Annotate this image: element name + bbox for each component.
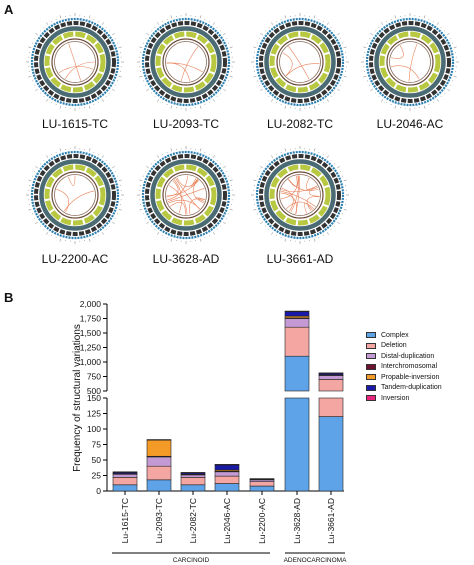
chart-legend: Complex Deletion Distal-duplication Interch…: [366, 330, 442, 404]
panel-b-letter: B: [4, 290, 14, 305]
bar-segment: [249, 481, 275, 487]
bar-segment: [146, 465, 172, 481]
legend-item: Deletion: [366, 341, 442, 352]
circos-plot: [26, 13, 124, 111]
legend-swatch: [366, 353, 376, 360]
legend-item: Inversion: [366, 393, 442, 404]
bar-segment: [112, 473, 138, 478]
axis-break-gap: [317, 394, 345, 395]
bar-segment: [180, 472, 206, 474]
circos-sample-label: LU-3661-AD: [266, 252, 334, 266]
bar-segment: [318, 397, 344, 417]
legend-swatch: [366, 332, 376, 339]
bar-segment: [284, 318, 310, 328]
bar-segment: [180, 474, 206, 478]
x-tick-label: Lu-2200-AC: [257, 498, 267, 544]
circos-sample-label: LU-2200-AC: [41, 252, 109, 266]
bar-segment: [318, 416, 344, 492]
bar-segment: [180, 484, 206, 492]
bar-segment: [284, 310, 310, 312]
circos-sample-label: LU-2082-TC: [266, 117, 334, 131]
legend-label: Inversion: [381, 394, 410, 402]
legend-label: Deletion: [381, 342, 407, 350]
bar-segment: [146, 439, 172, 441]
x-tick-label: Lu-1615-TC: [120, 498, 130, 543]
bar-segment: [214, 483, 240, 492]
y-tick-label: 50: [92, 455, 102, 465]
bar-segment: [146, 479, 172, 492]
y-tick-label: 125: [87, 409, 101, 419]
circos-sample-label: LU-3628-AD: [152, 252, 220, 266]
bar-segment: [284, 326, 310, 357]
legend-label: Tandem-duplication: [381, 384, 442, 392]
bar-segment: [318, 379, 344, 392]
legend-swatch: [366, 395, 376, 402]
bar-segment: [214, 464, 240, 471]
y-tick-label: 25: [92, 471, 102, 481]
y-axis-title: Frequency of structural variations: [72, 324, 83, 472]
y-tick-label: 750: [87, 372, 101, 382]
legend-item: Complex: [366, 330, 442, 341]
circos-sample-label: LU-1615-TC: [41, 117, 109, 131]
circos-plot: [361, 13, 459, 111]
bar-segment: [284, 355, 310, 392]
x-tick-label: Lu-2082-TC: [188, 498, 198, 543]
x-tick-label: Lu-3661-AD: [326, 498, 336, 544]
bar-segment: [284, 311, 310, 317]
y-tick-label: 500: [87, 386, 101, 396]
legend-item: Distal-duplication: [366, 351, 442, 362]
y-tick-label: 75: [92, 440, 102, 450]
bar-segment: [214, 464, 240, 466]
y-tick-label: 0: [96, 486, 101, 496]
x-tick-label: Lu-2046-AC: [222, 498, 232, 544]
bar-segment: [249, 478, 275, 480]
legend-swatch: [366, 384, 376, 391]
bar-segment: [112, 477, 138, 486]
y-tick-label: 1,500: [80, 328, 102, 338]
circos-plot: [137, 13, 235, 111]
bar-segment: [146, 456, 172, 467]
x-tick-label: Lu-2093-TC: [154, 498, 164, 543]
y-tick-label: 1,750: [80, 314, 102, 324]
legend-label: Distal-duplication: [381, 352, 435, 360]
y-tick-label: 2,000: [80, 299, 102, 309]
legend-swatch: [366, 342, 376, 349]
legend-item: Interchromosomal: [366, 362, 442, 373]
bar-segment: [318, 375, 344, 380]
legend-label: Propable-inversion: [381, 373, 440, 381]
group-label: CARCINOID: [173, 557, 210, 564]
axis-break-gap: [283, 394, 311, 395]
bar-segment: [214, 471, 240, 477]
circos-plot: [251, 146, 349, 244]
y-tick-label: 1,250: [80, 343, 102, 353]
panel-a-letter: A: [4, 2, 14, 17]
circos-sample-label: LU-2046-AC: [376, 117, 444, 131]
circos-plot: [251, 13, 349, 111]
legend-item: Propable-inversion: [366, 372, 442, 383]
bar-segment: [112, 471, 138, 473]
legend-label: Interchromosomal: [381, 363, 438, 371]
legend-swatch: [366, 363, 376, 370]
y-tick-label: 150: [87, 393, 101, 403]
legend-item: Tandem-duplication: [366, 383, 442, 394]
x-tick-label: Lu-3628-AD: [292, 498, 302, 544]
bar-segment: [214, 475, 240, 484]
legend-label: Complex: [381, 331, 409, 339]
circos-sample-label: LU-2093-TC: [152, 117, 220, 131]
legend-swatch: [366, 374, 376, 381]
circos-plot: [26, 146, 124, 244]
bar-segment: [112, 484, 138, 492]
bar-segment: [180, 477, 206, 486]
y-tick-label: 100: [87, 424, 101, 434]
circos-plot: [137, 146, 235, 244]
group-label: ADENOCARCINOMA: [284, 557, 348, 564]
y-tick-label: 1,000: [80, 357, 102, 367]
bar-segment: [318, 372, 344, 374]
bar-segment: [249, 485, 275, 492]
bar-segment: [284, 397, 310, 492]
bar-segment: [146, 439, 172, 457]
